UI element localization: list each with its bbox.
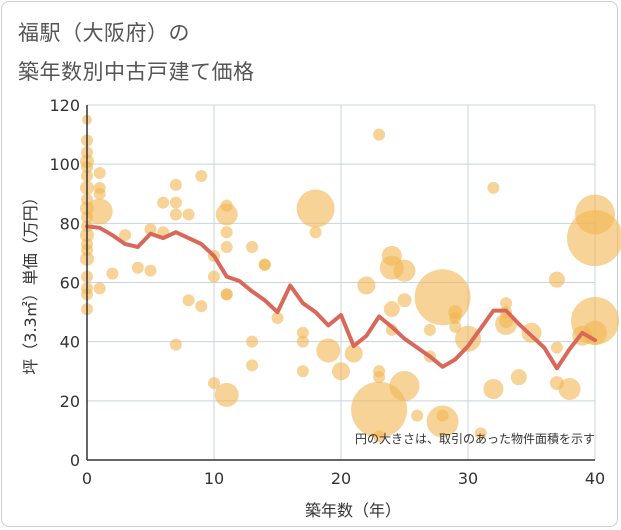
bubble-point bbox=[567, 210, 621, 267]
bubble-point bbox=[169, 196, 182, 209]
x-tick-label: 30 bbox=[458, 469, 478, 488]
bubble-point bbox=[296, 365, 309, 378]
bubble-point bbox=[208, 270, 220, 283]
y-tick-label: 40 bbox=[60, 333, 80, 352]
bubble-point bbox=[373, 371, 386, 384]
bubble-point bbox=[423, 323, 436, 336]
bubble-point bbox=[220, 241, 233, 253]
bubble-point bbox=[296, 326, 309, 339]
grid-lines bbox=[87, 104, 596, 460]
bubble-point bbox=[93, 282, 106, 295]
y-tick-label: 100 bbox=[49, 155, 80, 174]
bubble-point bbox=[344, 344, 363, 363]
bubble-point bbox=[93, 167, 106, 180]
x-tick-label: 40 bbox=[585, 469, 605, 488]
x-tick-label: 10 bbox=[204, 469, 224, 488]
trend-line-layer bbox=[85, 224, 597, 371]
bubble-point bbox=[455, 325, 481, 352]
bubble-point bbox=[119, 229, 132, 242]
y-tick-label: 20 bbox=[60, 392, 80, 411]
bubble-point bbox=[550, 341, 563, 354]
bubble-point bbox=[411, 409, 424, 422]
chart-title-line2: 築年数別中古戸建て価格 bbox=[18, 60, 255, 84]
tick-labels: 0 20 40 60 80 100 120 0 10 20 30 40 bbox=[49, 96, 605, 488]
bubble-point bbox=[195, 170, 208, 182]
bubble-point bbox=[246, 241, 259, 253]
bubble-point bbox=[296, 335, 309, 348]
bubble-point bbox=[487, 181, 500, 194]
bubble-point bbox=[246, 335, 259, 348]
bubble-point bbox=[106, 267, 119, 280]
bubble-point bbox=[397, 293, 412, 308]
average-price-line bbox=[85, 224, 597, 371]
bubble-point bbox=[214, 382, 239, 407]
y-tick-label: 120 bbox=[49, 96, 80, 115]
bubble-point bbox=[169, 338, 182, 351]
bubble-point bbox=[220, 226, 233, 239]
bubble-point bbox=[357, 276, 376, 295]
bubble-point bbox=[500, 297, 513, 310]
bubble-point bbox=[131, 261, 144, 274]
bubble-point bbox=[316, 338, 341, 363]
bubble-point bbox=[215, 203, 238, 226]
bubble-point bbox=[208, 377, 220, 390]
bubble-point bbox=[169, 208, 182, 221]
bubble-point bbox=[449, 320, 462, 333]
x-tick-label: 0 bbox=[82, 469, 92, 488]
bubble-point bbox=[271, 312, 284, 324]
y-tick-label: 0 bbox=[70, 451, 80, 470]
axes bbox=[86, 105, 595, 461]
bubble-point bbox=[389, 371, 420, 402]
bubble-point bbox=[182, 208, 195, 221]
x-axis-label: 築年数（年） bbox=[305, 501, 401, 520]
bubble-point bbox=[220, 288, 233, 301]
bubble-point bbox=[195, 300, 208, 313]
bubble-point bbox=[558, 378, 581, 400]
bubble-point bbox=[414, 269, 471, 326]
bubble-point bbox=[258, 258, 271, 271]
bubble-point bbox=[309, 226, 322, 239]
y-tick-label: 60 bbox=[60, 274, 80, 293]
bubble-point bbox=[449, 312, 462, 324]
bubble-layer bbox=[80, 114, 621, 443]
bubble-point bbox=[436, 409, 449, 422]
bubble-point bbox=[296, 189, 335, 228]
chart-title-line1: 福駅（大阪府）の bbox=[18, 21, 190, 45]
bubble-point bbox=[383, 301, 400, 318]
y-tick-label: 80 bbox=[60, 214, 80, 233]
bubble-point bbox=[144, 264, 157, 277]
bubble-point bbox=[157, 196, 170, 209]
bubble-point bbox=[510, 369, 527, 386]
bubble-point bbox=[86, 198, 113, 225]
bubble-point bbox=[332, 362, 350, 381]
bubble-point bbox=[144, 223, 157, 236]
bubble-point bbox=[373, 128, 386, 141]
bubble-point bbox=[93, 187, 106, 200]
bubble-point bbox=[548, 271, 565, 288]
bubble-point bbox=[483, 379, 504, 399]
x-tick-label: 20 bbox=[331, 469, 351, 488]
bubble-point bbox=[474, 427, 487, 440]
bubble-point bbox=[246, 359, 259, 372]
bubble-point bbox=[393, 259, 416, 282]
bubble-point bbox=[373, 430, 386, 443]
bubble-point bbox=[169, 178, 182, 191]
bubble-point bbox=[182, 294, 195, 307]
y-axis-label: 坪（3.3㎡）単価（万円） bbox=[21, 189, 40, 374]
size-note: 円の大きさは、取引のあった物件面積を示す bbox=[355, 431, 595, 446]
